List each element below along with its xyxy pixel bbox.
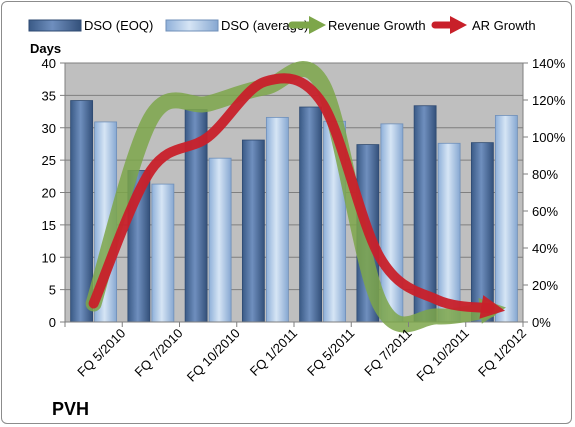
legend-label-dso-eoq: DSO (EOQ) xyxy=(84,18,153,33)
y-axis-ticks: 0 5 10 15 20 25 30 35 40 xyxy=(42,56,65,330)
legend-arrowhead-ar-growth xyxy=(450,16,467,34)
bar-dso-average xyxy=(151,183,175,323)
y2-tick-label: 0% xyxy=(532,315,551,330)
legend-item-dso-eoq: DSO (EOQ) xyxy=(28,18,153,33)
y-tick-label: 0 xyxy=(49,315,56,330)
y2-tick-label: 40% xyxy=(532,241,558,256)
y-tick-label: 35 xyxy=(42,88,56,103)
y-axis-label: Days xyxy=(30,41,61,56)
x-tick-label: FQ 5/2011 xyxy=(304,326,357,379)
chart-title: PVH xyxy=(52,399,89,419)
legend-item-ar-growth: AR Growth xyxy=(431,16,536,34)
bar-dso-eoq xyxy=(70,100,94,323)
bar-dso-average xyxy=(265,116,289,323)
legend-item-dso-average: DSO (average) xyxy=(165,18,308,33)
legend-swatch-dso-average xyxy=(165,19,219,32)
legend-arrowhead-revenue-growth xyxy=(309,16,326,34)
arrow-ar-growth xyxy=(88,73,495,314)
y-tick-label: 10 xyxy=(42,250,56,265)
x-tick-label: FQ 10/2011 xyxy=(413,326,471,384)
x-tick-label: FQ 7/2011 xyxy=(361,326,414,379)
x-tick-label: FQ 1/2012 xyxy=(475,326,529,380)
y2-tick-label: 100% xyxy=(532,130,566,145)
y2-tick-label: 120% xyxy=(532,93,566,108)
legend-item-revenue-growth: Revenue Growth xyxy=(288,16,426,34)
arrow-revenue-growth xyxy=(85,61,498,333)
y2-tick-label: 140% xyxy=(532,56,566,71)
legend-swatch-dso-eoq xyxy=(28,19,82,32)
y-tick-label: 15 xyxy=(42,218,56,233)
y2-tick-label: 80% xyxy=(532,167,558,182)
bar-dso-eoq xyxy=(470,142,494,323)
bar-dso-average xyxy=(437,142,461,323)
bar-dso-eoq xyxy=(299,106,323,323)
legend-label-revenue-growth: Revenue Growth xyxy=(328,18,426,33)
y-tick-label: 25 xyxy=(42,153,56,168)
x-tick-label: FQ 10/2010 xyxy=(184,326,243,385)
legend-label-ar-growth: AR Growth xyxy=(472,18,536,33)
legend: DSO (EOQ) DSO (average) Revenue Growth A… xyxy=(28,16,536,34)
bar-dso-eoq xyxy=(241,139,265,323)
y-tick-label: 20 xyxy=(42,186,56,201)
legend-label-dso-average: DSO (average) xyxy=(221,18,308,33)
y-tick-label: 5 xyxy=(49,283,56,298)
x-tick-label: FQ 5/2010 xyxy=(74,326,128,380)
x-tick-label: FQ 7/2010 xyxy=(132,326,186,380)
bar-dso-average xyxy=(494,115,518,323)
y2-tick-label: 20% xyxy=(532,278,558,293)
y-tick-label: 40 xyxy=(42,56,56,71)
growth-arrows xyxy=(85,61,506,333)
x-tick-label: FQ 1/2011 xyxy=(247,326,300,379)
bar-dso-average xyxy=(380,123,404,323)
y2-axis-ticks: 0% 20% 40% 60% 80% 100% 120% 140% xyxy=(523,56,566,330)
bar-dso-average xyxy=(208,157,232,323)
y-tick-label: 30 xyxy=(42,121,56,136)
y2-tick-label: 60% xyxy=(532,204,558,219)
arrow-ar-growth-head xyxy=(479,295,506,319)
